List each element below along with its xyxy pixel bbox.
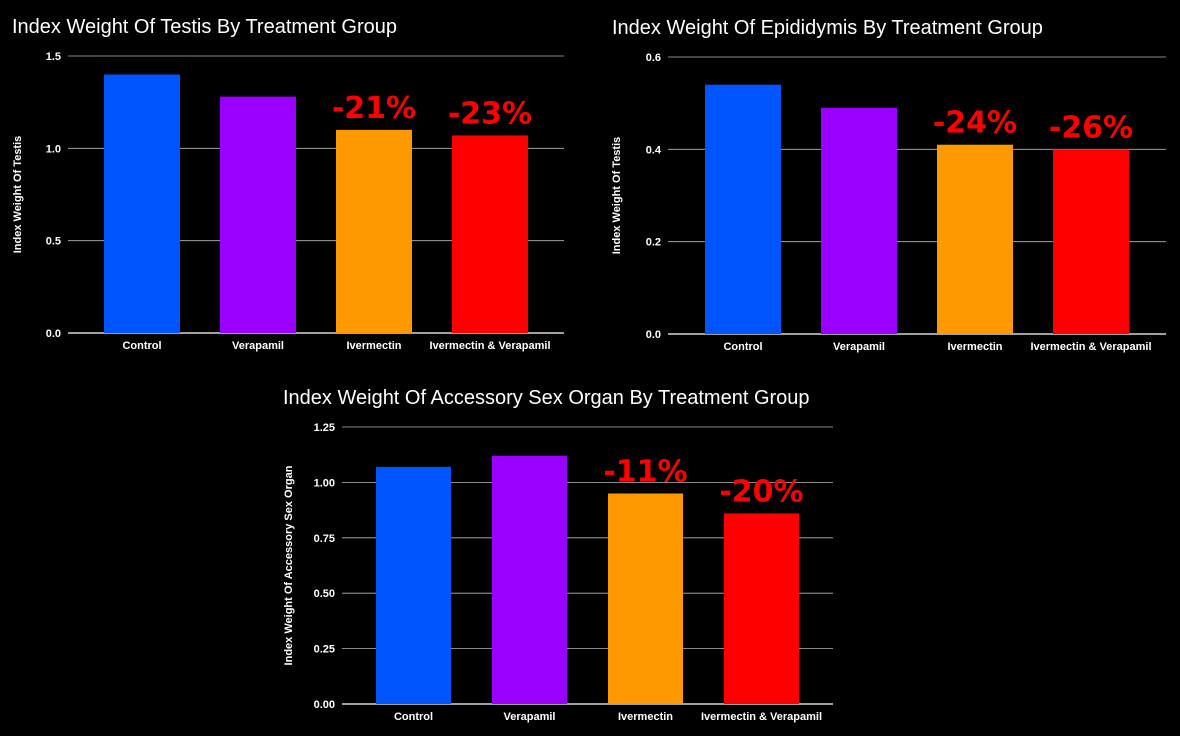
y-tick-label: 0.4 bbox=[646, 144, 662, 156]
x-tick-label: Control bbox=[723, 341, 762, 353]
y-tick-label: 1.25 bbox=[314, 422, 335, 434]
bar-ivermectin bbox=[336, 129, 412, 333]
bar-control bbox=[104, 74, 180, 333]
y-axis-label: Index Weight Of Accessory Sex Organ bbox=[283, 465, 295, 665]
y-tick-label: 0.75 bbox=[314, 533, 335, 545]
bar-verapamil bbox=[492, 455, 567, 704]
bar-ivermectin-verapamil bbox=[724, 513, 799, 704]
y-tick-label: 0.00 bbox=[314, 699, 335, 711]
x-tick-label: Ivermectin & Verapamil bbox=[1030, 341, 1151, 353]
chart-title: Index Weight Of Epididymis By Treatment … bbox=[612, 17, 1043, 39]
percent-change-label: -24% bbox=[933, 106, 1017, 141]
x-tick-label: Ivermectin bbox=[618, 711, 673, 723]
x-tick-label: Control bbox=[394, 711, 433, 723]
y-tick-label: 0.0 bbox=[646, 329, 661, 341]
chart-accessory-sex-organ: Index Weight Of Accessory Sex Organ By T… bbox=[283, 387, 833, 723]
bar-ivermectin bbox=[937, 144, 1013, 334]
y-tick-label: 0.0 bbox=[46, 328, 61, 340]
y-tick-label: 0.50 bbox=[314, 588, 335, 600]
y-tick-label: 1.0 bbox=[46, 143, 61, 155]
percent-change-label: -20% bbox=[719, 474, 803, 509]
y-tick-label: 0.6 bbox=[646, 52, 661, 64]
percent-change-label: -21% bbox=[332, 91, 416, 126]
x-tick-label: Ivermectin bbox=[346, 340, 401, 352]
bar-verapamil bbox=[220, 96, 296, 333]
y-tick-label: 1.5 bbox=[46, 51, 61, 63]
bar-control bbox=[376, 466, 451, 704]
bar-ivermectin-verapamil bbox=[452, 135, 528, 333]
y-tick-label: 0.2 bbox=[646, 237, 661, 249]
percent-change-label: -23% bbox=[448, 96, 532, 131]
bar-verapamil bbox=[821, 107, 897, 335]
y-tick-label: 0.25 bbox=[314, 644, 335, 656]
bar-ivermectin bbox=[608, 493, 683, 704]
x-tick-label: Verapamil bbox=[833, 341, 885, 353]
x-tick-label: Verapamil bbox=[232, 340, 284, 352]
y-axis-label: Index Weight Of Testis bbox=[611, 137, 623, 255]
y-axis-label: Index Weight Of Testis bbox=[12, 136, 24, 254]
x-tick-label: Verapamil bbox=[504, 711, 556, 723]
y-tick-label: 0.5 bbox=[46, 236, 61, 248]
chart-epididymis: Index Weight Of Epididymis By Treatment … bbox=[611, 17, 1166, 353]
x-tick-label: Control bbox=[122, 340, 161, 352]
chart-testis: Index Weight Of Testis By Treatment Grou… bbox=[12, 16, 564, 352]
chart-title: Index Weight Of Testis By Treatment Grou… bbox=[12, 16, 397, 38]
percent-change-label: -11% bbox=[603, 454, 687, 489]
y-tick-label: 1.00 bbox=[314, 477, 335, 489]
bar-control bbox=[705, 84, 781, 334]
chart-title: Index Weight Of Accessory Sex Organ By T… bbox=[283, 387, 810, 409]
bar-ivermectin-verapamil bbox=[1053, 149, 1129, 334]
x-tick-label: Ivermectin & Verapamil bbox=[429, 340, 550, 352]
x-tick-label: Ivermectin & Verapamil bbox=[701, 711, 822, 723]
x-tick-label: Ivermectin bbox=[947, 341, 1002, 353]
percent-change-label: -26% bbox=[1049, 110, 1133, 145]
